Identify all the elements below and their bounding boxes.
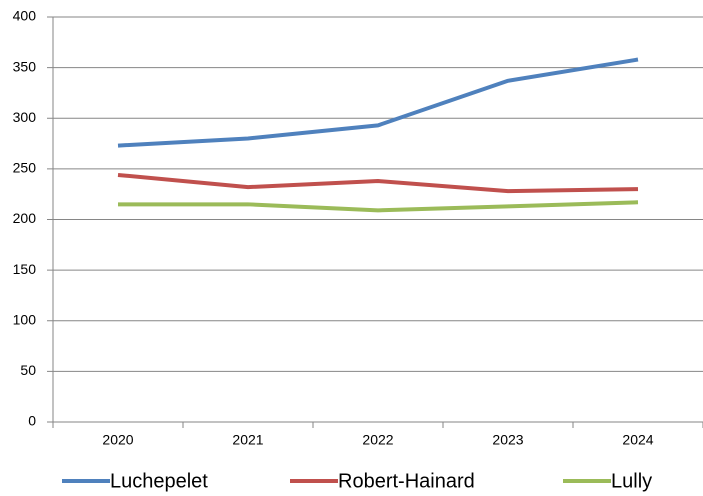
y-tick-label: 50: [20, 362, 36, 378]
y-tick-label: 0: [28, 413, 36, 429]
y-tick-label: 100: [13, 311, 37, 327]
y-tick-label: 150: [13, 261, 37, 277]
x-tick-label: 2024: [622, 432, 653, 448]
legend-label: Robert-Hainard: [338, 470, 475, 492]
legend-label: Lully: [611, 470, 652, 492]
y-tick-label: 200: [13, 210, 37, 226]
y-tick-label: 350: [13, 58, 37, 74]
x-tick-label: 2020: [102, 432, 133, 448]
y-tick-label: 400: [13, 8, 37, 24]
series-line: [117, 172, 639, 194]
legend-label: Luchepelet: [110, 470, 208, 492]
series-line: [117, 57, 639, 148]
x-tick-label: 2023: [492, 432, 523, 448]
series-line: [118, 200, 639, 213]
y-tick-label: 250: [13, 160, 37, 176]
x-tick-label: 2022: [362, 432, 393, 448]
x-tick-label: 2021: [232, 432, 263, 448]
y-tick-label: 300: [13, 109, 37, 125]
